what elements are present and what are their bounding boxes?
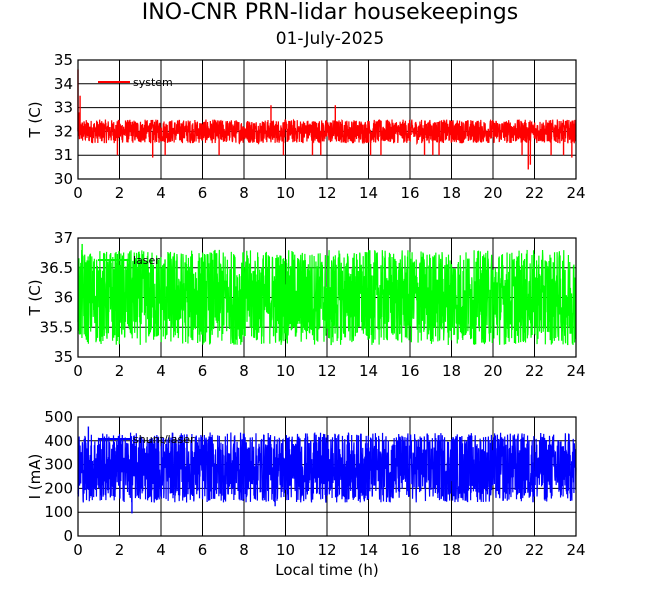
x-tick-label: 2 (115, 362, 125, 380)
x-tick-label: 8 (239, 362, 249, 380)
legend-label: system (133, 76, 173, 89)
x-tick-label: 10 (276, 541, 295, 559)
x-tick-label: 20 (483, 541, 502, 559)
plot-frame (77, 237, 577, 358)
x-tick-label: 6 (198, 184, 208, 202)
series-line-system (77, 118, 577, 145)
legend-label: shunt/laser (133, 433, 195, 446)
x-tick-label: 2 (115, 184, 125, 202)
x-tick-label: 18 (442, 362, 461, 380)
y-tick-label: 30 (54, 170, 73, 188)
y-tick-label: 36.5 (40, 259, 73, 277)
y-tick-label: 37 (54, 229, 73, 247)
y-tick-label: 31 (54, 146, 73, 164)
y-axis-label: T (C) (26, 101, 44, 138)
y-tick-label: 35 (54, 348, 73, 366)
x-tick-label: 16 (400, 541, 419, 559)
x-tick-label: 24 (566, 184, 585, 202)
x-tick-label: 10 (276, 362, 295, 380)
x-tick-label: 6 (198, 362, 208, 380)
x-tick-label: 16 (400, 362, 419, 380)
y-tick-label: 35 (54, 51, 73, 69)
x-tick-label: 14 (359, 184, 378, 202)
x-tick-label: 12 (317, 541, 336, 559)
x-tick-label: 10 (276, 184, 295, 202)
x-tick-label: 4 (156, 362, 166, 380)
series-line-shunt-laser (77, 432, 577, 503)
y-tick-label: 0 (63, 527, 73, 545)
plot-frame (77, 416, 577, 537)
y-tick-label: 33 (54, 99, 73, 117)
x-tick-label: 4 (156, 184, 166, 202)
chart-title: INO-CNR PRN-lidar housekeepings (141, 0, 519, 25)
x-tick-label: 6 (198, 541, 208, 559)
y-tick-label: 500 (44, 408, 73, 426)
x-tick-label: 16 (400, 184, 419, 202)
y-tick-label: 36 (54, 289, 73, 307)
legend-label: laser (133, 254, 160, 267)
x-tick-label: 4 (156, 541, 166, 559)
x-tick-label: 8 (239, 184, 249, 202)
x-axis-label: Local time (h) (275, 561, 379, 579)
y-tick-label: 35.5 (40, 318, 73, 336)
x-tick-label: 18 (442, 541, 461, 559)
x-tick-label: 22 (525, 362, 544, 380)
y-tick-label: 200 (44, 479, 73, 497)
y-tick-label: 100 (44, 503, 73, 521)
y-axis-label: T (C) (26, 279, 44, 316)
chart-subtitle: 01-July-2025 (275, 29, 385, 49)
y-tick-label: 34 (54, 75, 73, 93)
plot-frame (77, 59, 577, 180)
y-tick-label: 300 (44, 456, 73, 474)
x-tick-label: 22 (525, 184, 544, 202)
x-tick-label: 22 (525, 541, 544, 559)
x-tick-label: 14 (359, 362, 378, 380)
y-axis-label: I (mA) (26, 454, 44, 500)
y-tick-label: 400 (44, 432, 73, 450)
x-tick-label: 0 (73, 541, 83, 559)
series-line-laser (77, 249, 577, 346)
x-tick-label: 24 (566, 541, 585, 559)
y-tick-label: 32 (54, 122, 73, 140)
x-tick-label: 2 (115, 541, 125, 559)
x-tick-label: 20 (483, 362, 502, 380)
x-tick-label: 24 (566, 362, 585, 380)
x-tick-label: 0 (73, 362, 83, 380)
x-tick-label: 0 (73, 184, 83, 202)
x-tick-label: 8 (239, 541, 249, 559)
x-tick-label: 14 (359, 541, 378, 559)
x-tick-label: 18 (442, 184, 461, 202)
x-tick-label: 12 (317, 184, 336, 202)
x-tick-label: 20 (483, 184, 502, 202)
x-tick-label: 12 (317, 362, 336, 380)
